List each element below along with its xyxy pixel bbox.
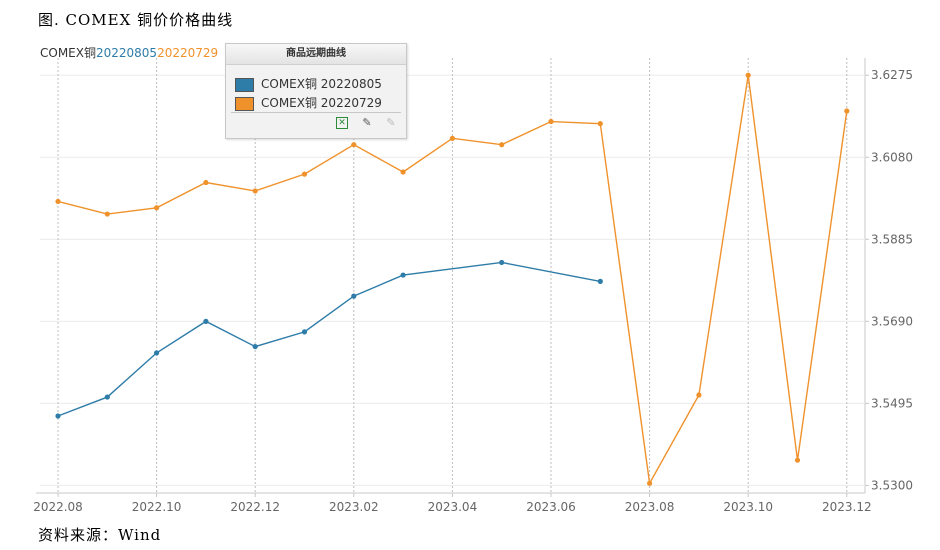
- y-tick-label: 3.6080: [871, 150, 913, 164]
- data-point-series2: [499, 142, 505, 148]
- data-point-series2: [844, 108, 850, 114]
- data-point-series2: [647, 480, 653, 486]
- legend-title: 商品远期曲线: [226, 44, 406, 65]
- legend-label-series1: COMEX铜 20220805: [261, 77, 382, 91]
- data-point-series2: [154, 205, 160, 211]
- x-tick-label: 2023.06: [526, 500, 576, 514]
- data-point-series2: [400, 169, 406, 175]
- y-tick-label: 3.5300: [871, 478, 913, 492]
- data-point-series1: [301, 329, 308, 335]
- data-point-series1: [104, 394, 110, 400]
- data-point-series1: [203, 318, 209, 324]
- edit-icon[interactable]: ✎: [362, 116, 372, 129]
- chart-header-series1: 20220805: [95, 46, 158, 60]
- data-point-series2: [597, 121, 603, 127]
- data-point-series1: [351, 293, 357, 299]
- figure-title: 图. COMEX 铜价价格曲线: [38, 11, 234, 29]
- data-point-series1: [400, 272, 406, 278]
- disabled-edit-icon: ✎: [386, 116, 396, 129]
- data-point-series1: [252, 343, 258, 350]
- source-note: 资料来源：Wind: [38, 526, 162, 544]
- x-tick-label: 2023.08: [625, 500, 675, 514]
- legend-label-series2: COMEX铜 20220729: [261, 96, 382, 110]
- chart-header: COMEX铜2022080520220729: [40, 44, 218, 61]
- x-tick-label: 2023.04: [428, 500, 478, 514]
- legend-swatch-series2: [235, 97, 254, 111]
- chart-header-series2: 20220729: [157, 46, 219, 60]
- legend-item-series1[interactable]: COMEX铜 20220805: [226, 75, 406, 94]
- legend-swatch-series1: [235, 78, 254, 92]
- excel-icon[interactable]: ✕: [336, 117, 348, 129]
- y-tick-label: 3.5885: [871, 232, 913, 246]
- y-tick-label: 3.6275: [871, 68, 913, 82]
- legend-item-series2[interactable]: COMEX铜 20220729: [226, 94, 406, 113]
- x-tick-label: 2022.12: [230, 500, 280, 514]
- data-point-series2: [696, 392, 702, 398]
- data-point-series2: [745, 72, 751, 78]
- y-tick-label: 3.5495: [871, 396, 913, 410]
- x-tick-label: 2023.10: [723, 500, 773, 514]
- data-point-series2: [301, 171, 308, 177]
- x-tick-label: 2023.12: [822, 500, 872, 514]
- y-tick-label: 3.5690: [871, 314, 913, 328]
- data-point-series1: [55, 413, 61, 419]
- legend-panel[interactable]: 商品远期曲线 COMEX铜 20220805 COMEX铜 20220729 ✕…: [225, 43, 407, 139]
- data-point-series1: [597, 278, 603, 284]
- data-point-series2: [104, 211, 110, 217]
- data-point-series2: [794, 457, 801, 463]
- data-point-series1: [499, 259, 505, 266]
- series-line-1: [57, 261, 601, 417]
- x-tick-label: 2023.02: [329, 500, 379, 514]
- data-point-series2: [449, 135, 455, 141]
- data-point-series2: [55, 198, 61, 205]
- data-point-series1: [154, 350, 160, 356]
- x-tick-label: 2022.08: [33, 500, 83, 514]
- data-point-series2: [203, 179, 209, 186]
- chart-header-prefix: COMEX铜: [40, 46, 96, 60]
- data-point-series2: [252, 188, 258, 194]
- data-point-series2: [548, 118, 554, 125]
- x-tick-label: 2022.10: [132, 500, 182, 514]
- data-point-series2: [351, 142, 357, 148]
- legend-toolbar: ✕ ✎ ✎: [231, 112, 401, 135]
